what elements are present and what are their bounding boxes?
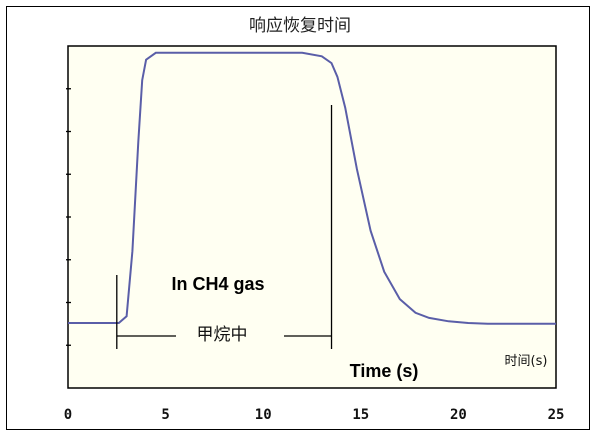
x-tick-label: 10 <box>255 407 272 423</box>
x-tick-label: 15 <box>352 407 369 423</box>
x-tick-label: 20 <box>450 407 467 423</box>
x-tick-label: 25 <box>548 407 565 423</box>
gas-annotation: In CH4 gas <box>171 274 264 294</box>
chart-title: 响应恢复时间 <box>249 16 351 36</box>
series-line <box>68 51 556 325</box>
x-axis-label: 时间(s) <box>505 354 548 369</box>
interval-label: 甲烷中 <box>197 325 248 345</box>
x-tick-label: 5 <box>161 407 169 423</box>
time-annotation: Time (s) <box>350 361 419 381</box>
y-axis-ticks <box>66 88 71 346</box>
plot-area <box>67 45 557 389</box>
x-axis-tick-labels: 0 5 10 15 20 25 <box>64 407 565 423</box>
x-tick-label: 0 <box>64 407 72 423</box>
